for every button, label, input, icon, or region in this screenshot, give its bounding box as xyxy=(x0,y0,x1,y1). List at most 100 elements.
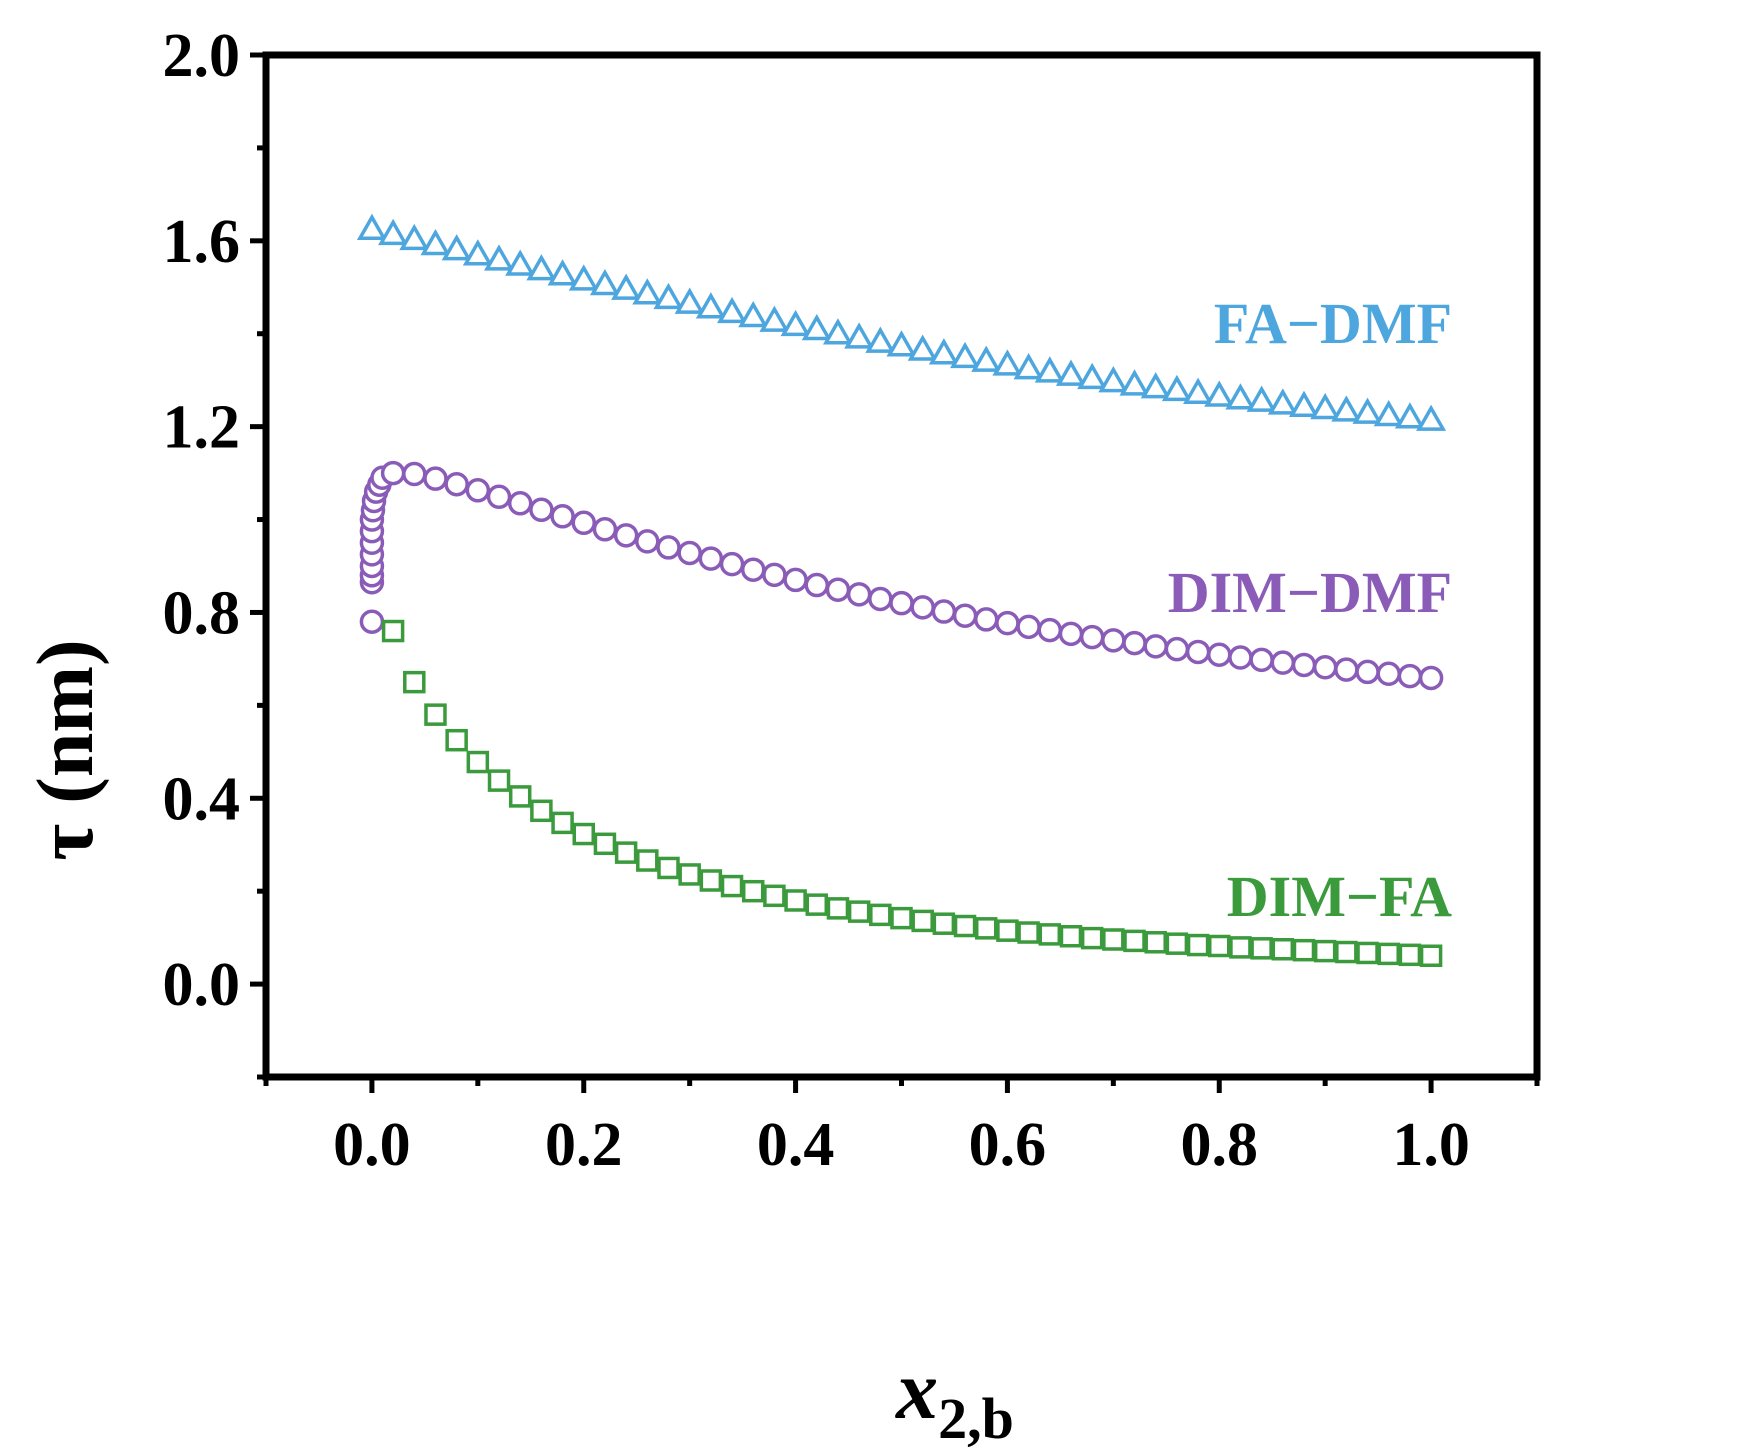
data-point xyxy=(1291,652,1317,678)
data-point xyxy=(1161,374,1192,402)
data-point xyxy=(928,338,959,365)
data-point xyxy=(996,919,1019,942)
data-point xyxy=(1246,385,1277,412)
data-point xyxy=(1144,931,1167,954)
data-point xyxy=(1377,942,1400,966)
y-axis-title: τ (nm) xyxy=(22,639,110,860)
data-point xyxy=(1249,647,1274,673)
data-point xyxy=(547,259,578,286)
data-point xyxy=(1059,924,1083,948)
data-point xyxy=(674,287,705,314)
data-point xyxy=(1013,353,1044,380)
data-point xyxy=(826,897,850,920)
y-tick-label: 1.6 xyxy=(163,208,241,276)
data-point xyxy=(529,497,554,523)
x-tick-label: 1.0 xyxy=(1392,1111,1470,1179)
data-point xyxy=(1164,636,1190,662)
data-point xyxy=(952,603,978,628)
data-point xyxy=(1208,934,1231,958)
data-point xyxy=(635,529,660,554)
data-point xyxy=(804,572,830,598)
data-point xyxy=(1055,359,1086,386)
data-point xyxy=(614,841,638,864)
data-point xyxy=(911,909,934,933)
data-point xyxy=(378,218,409,246)
data-point xyxy=(907,334,938,361)
data-point xyxy=(568,264,599,291)
data-point xyxy=(484,244,515,271)
data-point xyxy=(380,460,406,486)
data-point xyxy=(526,254,557,281)
data-point xyxy=(611,273,642,300)
data-point xyxy=(530,799,553,823)
data-point xyxy=(717,296,748,324)
data-point xyxy=(1165,932,1189,955)
data-point xyxy=(551,811,574,835)
data-point xyxy=(784,889,807,912)
series-triangle xyxy=(356,213,1447,431)
data-point xyxy=(465,478,491,503)
data-point xyxy=(356,213,387,240)
data-point xyxy=(740,557,766,582)
data-point xyxy=(1334,657,1359,682)
data-point xyxy=(1037,617,1063,643)
data-point xyxy=(1418,665,1444,691)
data-point xyxy=(1271,938,1295,961)
data-point xyxy=(995,610,1020,636)
series-labels: FA−DMF DIM−DMF DIM−FA xyxy=(1168,291,1452,929)
data-point xyxy=(950,341,981,369)
data-point xyxy=(759,305,790,332)
x-tick-label: 0.2 xyxy=(545,1111,623,1179)
data-point xyxy=(1250,937,1273,960)
data-point xyxy=(1313,939,1337,963)
data-point xyxy=(487,769,511,792)
data-point xyxy=(441,234,472,261)
data-point xyxy=(1204,380,1235,407)
data-point xyxy=(359,609,385,634)
data-point xyxy=(805,893,829,916)
data-point xyxy=(1101,628,1126,653)
data-point xyxy=(656,535,681,560)
data-point xyxy=(1098,366,1129,393)
data-point xyxy=(698,546,724,571)
data-point xyxy=(1373,399,1404,427)
data-point xyxy=(971,345,1002,372)
data-point xyxy=(508,785,532,808)
data-point xyxy=(1228,645,1253,670)
data-point xyxy=(444,471,469,497)
data-point xyxy=(572,822,595,846)
x-tick-label: 0.6 xyxy=(969,1111,1047,1179)
data-point xyxy=(1419,944,1443,968)
x-axis-title-main: x xyxy=(894,1344,938,1437)
data-point xyxy=(1398,943,1422,967)
data-point xyxy=(1312,655,1338,680)
data-point xyxy=(889,590,914,616)
data-point xyxy=(844,322,875,349)
data-point xyxy=(420,229,451,256)
data-point xyxy=(1376,661,1401,687)
plot-frame xyxy=(262,51,1541,1081)
x-tick-label: 0.4 xyxy=(757,1111,835,1179)
data-point xyxy=(653,282,684,310)
data-marks xyxy=(356,213,1447,968)
x-tick-label: 0.8 xyxy=(1181,1111,1259,1179)
data-point xyxy=(869,903,892,927)
data-point xyxy=(953,914,977,938)
data-point xyxy=(931,599,957,624)
data-point xyxy=(505,249,536,276)
data-point xyxy=(1356,941,1379,965)
data-point xyxy=(1331,395,1362,422)
data-point xyxy=(741,879,765,903)
data-point xyxy=(677,540,702,566)
data-point xyxy=(825,577,851,602)
data-point xyxy=(424,703,447,726)
data-point xyxy=(1017,921,1040,944)
data-point xyxy=(678,863,701,886)
data-point xyxy=(1225,383,1256,410)
data-point xyxy=(486,484,512,510)
x-tick-label: 0.0 xyxy=(333,1111,411,1179)
data-point xyxy=(890,906,913,930)
series-label-triangle: FA−DMF xyxy=(1214,291,1452,356)
